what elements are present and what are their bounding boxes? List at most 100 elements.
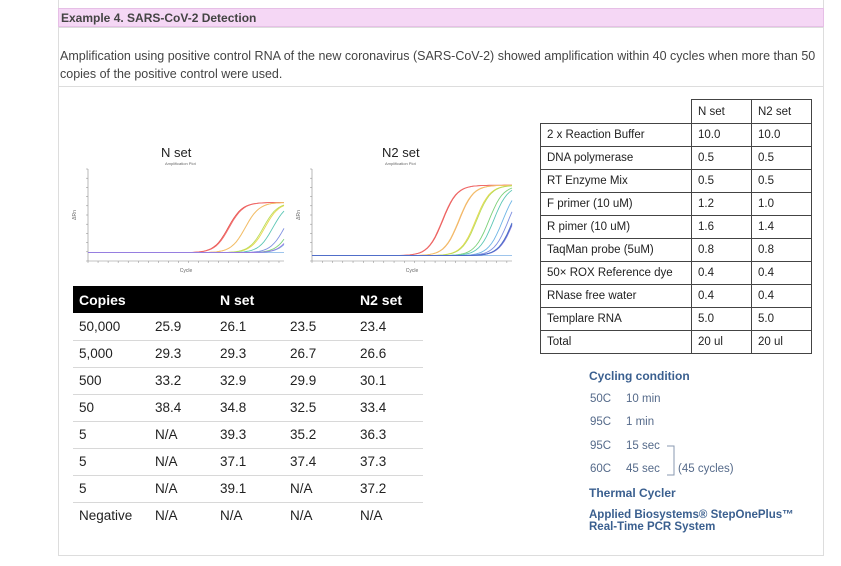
ct-value-cell: 26.7	[284, 340, 354, 368]
reaction-volume-cell: 0.5	[751, 169, 812, 193]
reaction-volume-cell: 20 ul	[751, 330, 812, 354]
ct-table-row: 5 N/A 37.1 37.4 37.3	[73, 448, 423, 476]
amplification-curve	[88, 243, 285, 254]
amplification-curve	[88, 210, 285, 254]
ct-copies-cell: 500	[73, 367, 149, 395]
reaction-header-n2-set: N2 set	[751, 99, 812, 124]
amplification-plot-n-set: Cycle ΔRn	[72, 168, 285, 274]
ct-header-blank	[149, 286, 214, 313]
ct-value-cell: 38.4	[149, 394, 214, 422]
reaction-volume-cell: 5.0	[691, 307, 752, 331]
ct-copies-cell: 5	[73, 421, 149, 449]
amplification-curve	[312, 184, 512, 257]
reaction-table-row: DNA polymerase 0.5 0.5	[540, 146, 812, 170]
ct-table-row: 50 38.4 34.8 32.5 33.4	[73, 394, 423, 422]
reaction-table-row: 2 x Reaction Buffer 10.0 10.0	[540, 123, 812, 147]
plot-subtitle-n2-set: Amplification Plot	[385, 161, 416, 166]
ct-value-cell: 37.1	[214, 448, 284, 476]
reaction-table-row: F primer (10 uM) 1.2 1.0	[540, 192, 812, 216]
amplification-curve	[312, 184, 512, 257]
ct-value-cell: 29.3	[214, 340, 284, 368]
ct-value-cell: N/A	[149, 475, 214, 503]
amplification-curve	[312, 187, 513, 257]
reaction-volume-cell: 5.0	[751, 307, 812, 331]
ct-value-cell: 23.4	[354, 313, 423, 341]
reaction-component-cell: F primer (10 uM)	[540, 192, 692, 216]
cycling-step-time: 15 sec	[626, 440, 660, 452]
ct-value-cell: N/A	[290, 508, 313, 524]
ct-value-cell: N/A	[220, 508, 243, 524]
ct-value-cell: 36.3	[354, 421, 423, 449]
reaction-volume-cell: 0.4	[691, 261, 752, 285]
reaction-component-cell: RNase free water	[540, 284, 692, 308]
ct-value-cell: N/A	[360, 508, 383, 524]
ct-results-table: Copies N set N2 set 50,000 25.9 26.1 23.5 23…	[73, 286, 423, 529]
reaction-volume-cell: 1.0	[751, 192, 812, 216]
reaction-component-cell: DNA polymerase	[540, 146, 692, 170]
ct-value-cell: 32.9	[214, 367, 284, 395]
reaction-volume-cell: 20 ul	[691, 330, 752, 354]
ct-value-cell: N/A	[149, 448, 214, 476]
y-axis-label: ΔRn	[72, 210, 78, 220]
ct-value-cell: 35.2	[284, 421, 354, 449]
cycling-step-temp: 95C	[590, 440, 612, 452]
reaction-volume-cell: 1.4	[751, 215, 812, 239]
cycling-step-temp: 50C	[590, 393, 612, 405]
ct-value-cell: 29.3	[149, 340, 214, 368]
cycling-step-temp: 60C	[590, 463, 612, 475]
ct-value-cell: 26.6	[354, 340, 423, 368]
plot-subtitle-n-set: Amplification Plot	[165, 161, 196, 166]
ct-header-blank	[284, 286, 354, 313]
reaction-volume-cell: 0.5	[691, 146, 752, 170]
reaction-volume-cell: 0.4	[691, 284, 752, 308]
cycling-condition-title: Cycling condition	[589, 369, 690, 383]
reaction-component-cell: R pimer (10 uM)	[540, 215, 692, 239]
reaction-volume-cell: 0.4	[751, 284, 812, 308]
ct-value-cell: 25.9	[149, 313, 214, 341]
section-header: Example 4. SARS-CoV-2 Detection	[58, 8, 824, 27]
ct-copies-cell: 50,000	[73, 313, 149, 341]
reaction-component-cell: TaqMan probe (5uM)	[540, 238, 692, 262]
reaction-component-cell: 2 x Reaction Buffer	[540, 123, 692, 147]
reaction-volume-cell: 1.2	[691, 192, 752, 216]
amplification-curve	[312, 225, 513, 257]
ct-header-n-set: N set	[214, 286, 284, 313]
cycling-step-time: 10 min	[626, 393, 661, 405]
plot-title-n-set: N set	[161, 145, 192, 160]
ct-value-cell: N/A	[149, 421, 214, 449]
thermal-cycler-line1: Applied Biosystems® StepOnePlus™	[589, 509, 794, 521]
ct-table-row: 50,000 25.9 26.1 23.5 23.4	[73, 313, 423, 341]
ct-table-row: 5 N/A 39.1 N/A 37.2	[73, 475, 423, 503]
reaction-table-row: R pimer (10 uM) 1.6 1.4	[540, 215, 812, 239]
reaction-table-row: Total 20 ul 20 ul	[540, 330, 812, 354]
ct-value-cell: 34.8	[214, 394, 284, 422]
reaction-volume-cell: 0.4	[751, 261, 812, 285]
ct-table-row: 5,000 29.3 29.3 26.7 26.6	[73, 340, 423, 368]
reaction-volume-cell: 10.0	[691, 123, 752, 147]
plot-title-n2-set: N2 set	[382, 145, 420, 160]
amplification-curve	[88, 202, 284, 254]
amplification-plot-n2-set: Cycle ΔRn	[296, 168, 513, 274]
cycling-step-time: 45 sec	[626, 463, 660, 475]
reaction-table-row: Templare RNA 5.0 5.0	[540, 307, 812, 331]
ct-copies-cell: 5,000	[73, 340, 149, 368]
amplification-curve	[88, 202, 284, 254]
reaction-component-cell: Total	[540, 330, 692, 354]
description-row	[58, 27, 824, 87]
ct-copies-cell: 50	[73, 394, 149, 422]
reaction-mix-table: N set N2 set 2 x Reaction Buffer 10.0 10.0…	[540, 99, 812, 354]
cycling-step-time: 1 min	[626, 416, 655, 428]
ct-header-copies: Copies	[73, 286, 149, 313]
ct-value-cell: 33.4	[354, 394, 423, 422]
ct-table-row: 500 33.2 32.9 29.9 30.1	[73, 367, 423, 395]
ct-value-cell: 39.3	[214, 421, 284, 449]
reaction-volume-cell: 0.8	[751, 238, 812, 262]
thermal-cycler-line2: Real-Time PCR System	[589, 521, 716, 533]
ct-copies-cell: Negative	[79, 508, 133, 524]
ct-value-cell: 37.2	[354, 475, 423, 503]
reaction-component-cell: RT Enzyme Mix	[540, 169, 692, 193]
reaction-header-blank	[540, 99, 692, 124]
amplification-curve	[312, 184, 512, 257]
amplification-curve	[88, 204, 285, 254]
cycle-count: (45 cycles)	[678, 463, 734, 475]
